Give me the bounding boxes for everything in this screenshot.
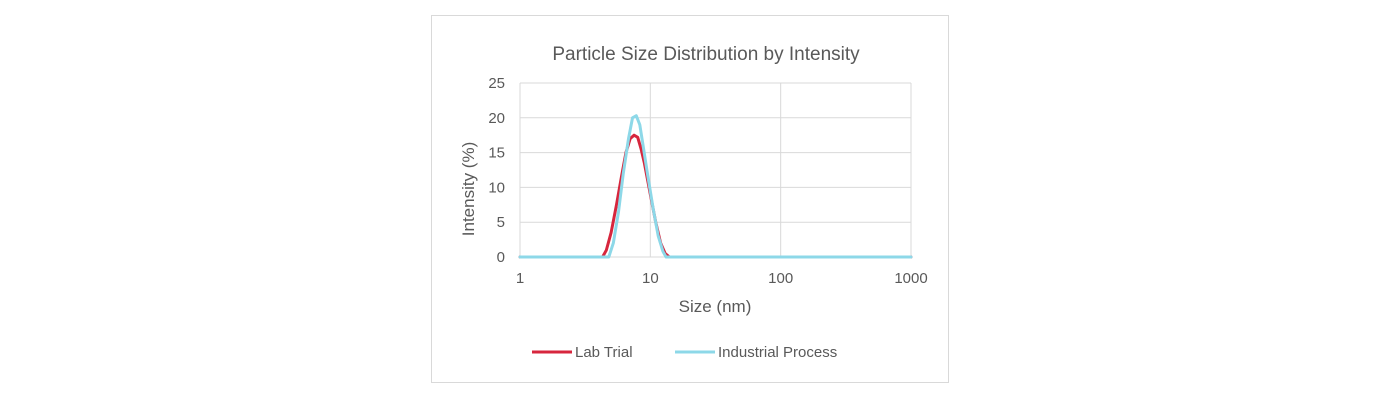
series-line-industrial-process bbox=[518, 114, 913, 259]
legend-label: Industrial Process bbox=[718, 344, 837, 361]
series-layer bbox=[518, 114, 913, 259]
chart-title: Particle Size Distribution by Intensity bbox=[552, 44, 860, 65]
x-axis-label: Size (nm) bbox=[679, 297, 752, 316]
chart-frame: Particle Size Distribution by Intensity … bbox=[431, 15, 949, 383]
legend-label: Lab Trial bbox=[575, 344, 633, 361]
x-tick-label: 100 bbox=[768, 270, 793, 287]
y-axis-label: Intensity (%) bbox=[459, 142, 478, 236]
y-tick-label: 0 bbox=[497, 249, 505, 266]
x-tick-label: 1 bbox=[516, 270, 524, 287]
y-tick-label: 5 bbox=[497, 214, 505, 231]
y-tick-label: 20 bbox=[488, 110, 505, 127]
grid bbox=[519, 82, 912, 258]
legend: Lab Trial Industrial Process bbox=[532, 344, 837, 361]
chart-svg: Particle Size Distribution by Intensity … bbox=[459, 44, 928, 361]
x-tick-label: 1000 bbox=[894, 270, 927, 287]
y-tick-label: 25 bbox=[488, 75, 505, 92]
y-tick-label: 15 bbox=[488, 145, 505, 162]
tick-labels: 0 5 10 15 20 25 1 10 100 1000 bbox=[488, 75, 927, 287]
y-tick-label: 10 bbox=[488, 179, 505, 196]
series-line-lab-trial bbox=[518, 133, 913, 259]
x-tick-label: 10 bbox=[642, 270, 659, 287]
